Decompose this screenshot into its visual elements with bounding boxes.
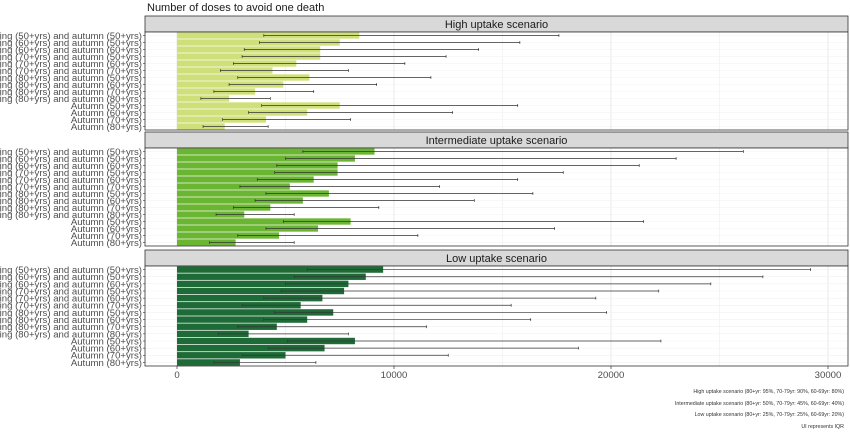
bar xyxy=(177,330,249,338)
y-tick-label: Spring (60+yrs) and autumn (60+yrs) xyxy=(0,45,142,56)
y-tick-label: Autumn (70+yrs) xyxy=(71,351,142,362)
y-tick-label: Spring (70+yrs) and autumn (70+yrs) xyxy=(0,182,142,193)
bar xyxy=(177,116,266,123)
y-tick-label: Autumn (60+yrs) xyxy=(71,344,142,355)
facet-label: Intermediate uptake scenario xyxy=(426,135,568,147)
bar xyxy=(177,266,384,273)
y-tick-label: Autumn (50+yrs) xyxy=(71,336,142,347)
bar xyxy=(177,39,340,46)
panel-border xyxy=(144,147,849,247)
bar xyxy=(177,359,240,366)
y-tick-label: Spring (80+yrs) and autumn (70+yrs) xyxy=(0,322,142,333)
y-tick-label: Autumn (50+yrs) xyxy=(71,217,142,228)
bar xyxy=(177,323,277,330)
y-tick-label: Spring (60+yrs) and autumn (50+yrs) xyxy=(0,154,142,165)
y-tick-label: Spring (70+yrs) and autumn (70+yrs) xyxy=(0,301,142,312)
y-tick-label: Spring (80+yrs) and autumn (70+yrs) xyxy=(0,203,142,214)
y-tick-label: Spring (70+yrs) and autumn (70+yrs) xyxy=(0,66,142,77)
x-tick-label: 0 xyxy=(174,370,179,381)
bar xyxy=(177,287,345,295)
y-tick-label: Spring (80+yrs) and autumn (50+yrs) xyxy=(0,308,142,319)
y-tick-label: Spring (70+yrs) and autumn (50+yrs) xyxy=(0,52,142,63)
y-tick-label: Autumn (70+yrs) xyxy=(71,231,142,242)
y-tick-label: Spring (70+yrs) and autumn (60+yrs) xyxy=(0,175,142,186)
bar xyxy=(177,352,286,359)
bar xyxy=(177,204,271,211)
y-tick-label: Spring (80+yrs) and autumn (60+yrs) xyxy=(0,196,142,207)
bar xyxy=(177,344,325,352)
bar xyxy=(177,155,355,162)
panel-border xyxy=(144,265,849,367)
caption-low: Low uptake scenario (80+yr: 25%, 70-79yr… xyxy=(694,412,844,418)
bar xyxy=(177,337,355,345)
bar xyxy=(177,123,225,130)
x-tick-label: 30000 xyxy=(815,370,842,381)
y-tick-label: Spring (80+yrs) and autumn (70+yrs) xyxy=(0,87,142,98)
panel-border xyxy=(144,31,849,131)
x-tick-label: 10000 xyxy=(381,370,408,381)
y-tick-label: Spring (70+yrs) and autumn (50+yrs) xyxy=(0,286,142,297)
bar xyxy=(177,316,308,323)
x-tick-label: 20000 xyxy=(598,370,625,381)
bar xyxy=(177,302,301,309)
bar xyxy=(177,309,334,316)
y-tick-label: Spring (70+yrs) and autumn (50+yrs) xyxy=(0,168,142,179)
y-tick-label: Spring (80+yrs) and autumn (60+yrs) xyxy=(0,80,142,91)
bar xyxy=(177,109,308,116)
y-tick-label: Autumn (80+yrs) xyxy=(71,238,142,249)
y-tick-label: Spring (80+yrs) and autumn (60+yrs) xyxy=(0,315,142,326)
caption-ui-note: UI represents IQR xyxy=(801,424,844,430)
y-tick-label: Spring (70+yrs) and autumn (60+yrs) xyxy=(0,59,142,70)
y-tick-label: Spring (60+yrs) and autumn (60+yrs) xyxy=(0,279,142,290)
bar xyxy=(177,225,319,232)
y-tick-label: Spring (80+yrs) and autumn (50+yrs) xyxy=(0,73,142,84)
bar xyxy=(177,232,279,239)
facet-label: High uptake scenario xyxy=(445,19,548,31)
bar xyxy=(177,148,375,155)
y-tick-label: Spring (60+yrs) and autumn (60+yrs) xyxy=(0,161,142,172)
bar xyxy=(177,169,338,176)
facet-label: Low uptake scenario xyxy=(446,253,547,265)
y-tick-label: Spring (50+yrs) and autumn (50+yrs) xyxy=(0,147,142,158)
y-tick-label: Spring (50+yrs) and autumn (50+yrs) xyxy=(0,31,142,42)
bar xyxy=(177,239,236,246)
y-tick-label: Autumn (60+yrs) xyxy=(71,108,142,119)
y-tick-label: Spring (80+yrs) and autumn (50+yrs) xyxy=(0,189,142,200)
bar xyxy=(177,211,245,218)
bar xyxy=(177,197,303,204)
y-tick-label: Spring (80+yrs) and autumn (80+yrs) xyxy=(0,329,142,340)
chart-title: Number of doses to avoid one death xyxy=(147,2,325,14)
bar xyxy=(177,190,329,197)
caption-high: High uptake scenario (80+yr: 95%, 70-79y… xyxy=(693,389,844,395)
caption-intermediate: Intermediate uptake scenario (80+yr: 50%… xyxy=(674,401,844,407)
bar xyxy=(177,183,290,190)
y-tick-label: Spring (80+yrs) and autumn (80+yrs) xyxy=(0,210,142,221)
bar xyxy=(177,102,340,109)
y-tick-label: Spring (50+yrs) and autumn (50+yrs) xyxy=(0,265,142,276)
y-tick-label: Spring (60+yrs) and autumn (50+yrs) xyxy=(0,272,142,283)
bar xyxy=(177,162,338,169)
bar xyxy=(177,280,349,288)
bar xyxy=(177,218,351,225)
y-tick-label: Spring (70+yrs) and autumn (60+yrs) xyxy=(0,294,142,305)
y-tick-label: Spring (80+yrs) and autumn (80+yrs) xyxy=(0,94,142,105)
y-tick-label: Autumn (80+yrs) xyxy=(71,122,142,133)
y-tick-label: Spring (60+yrs) and autumn (50+yrs) xyxy=(0,38,142,49)
y-tick-label: Autumn (60+yrs) xyxy=(71,224,142,235)
y-tick-label: Autumn (80+yrs) xyxy=(71,358,142,369)
bar xyxy=(177,294,323,302)
bar xyxy=(177,176,314,183)
y-tick-label: Autumn (70+yrs) xyxy=(71,115,142,126)
y-tick-label: Autumn (50+yrs) xyxy=(71,101,142,112)
bar xyxy=(177,273,366,280)
